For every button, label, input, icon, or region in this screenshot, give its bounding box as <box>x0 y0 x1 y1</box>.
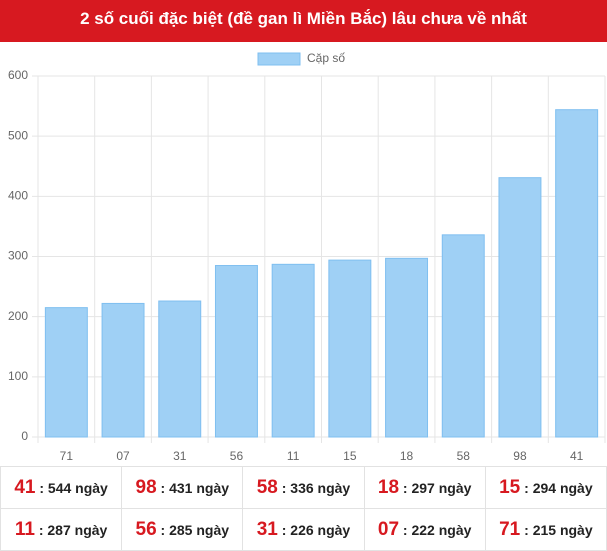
pair-code: 15 <box>499 476 521 498</box>
table-cell: 71 : 215 ngày <box>484 508 607 551</box>
table-cell: 15 : 294 ngày <box>484 466 607 509</box>
x-tick-label: 58 <box>457 449 471 463</box>
table-cell: 07 : 222 ngày <box>363 508 486 551</box>
x-tick-label: 07 <box>116 449 130 463</box>
days-text: : 287 ngày <box>38 521 108 538</box>
x-tick-label: 15 <box>343 449 357 463</box>
x-tick-label: 98 <box>513 449 527 463</box>
table-row: 41 : 544 ngày 98 : 431 ngày 58 : 336 ngày 1… <box>0 466 607 509</box>
bar <box>441 234 485 438</box>
pair-code: 41 <box>14 476 36 498</box>
header-title: 2 số cuối đặc biệt (đề gan lì Miền Bắc) … <box>0 0 607 42</box>
days-text: : 297 ngày <box>402 479 472 496</box>
table-cell: 58 : 336 ngày <box>242 466 365 509</box>
y-tick-label: 400 <box>8 189 28 203</box>
table-cell: 41 : 544 ngày <box>0 466 123 509</box>
y-tick-label: 500 <box>8 128 28 142</box>
table-cell: 11 : 287 ngày <box>0 508 123 551</box>
days-text: : 431 ngày <box>160 479 230 496</box>
days-text: : 285 ngày <box>160 521 230 538</box>
legend-label: Cặp số <box>307 51 345 65</box>
table-cell: 18 : 297 ngày <box>363 466 486 509</box>
y-tick-label: 300 <box>8 249 28 263</box>
y-tick-label: 600 <box>8 68 28 82</box>
x-tick-label: 56 <box>230 449 244 463</box>
pair-code: 58 <box>256 476 278 498</box>
x-tick-label: 41 <box>570 449 584 463</box>
bar <box>101 302 145 438</box>
bar <box>328 259 372 438</box>
bar <box>214 265 258 438</box>
bar <box>498 177 542 438</box>
days-text: : 226 ngày <box>281 521 351 538</box>
x-tick-label: 11 <box>287 449 300 463</box>
x-tick-label: 71 <box>60 449 74 463</box>
days-text: : 215 ngày <box>524 521 593 538</box>
bar <box>385 257 429 438</box>
bar <box>271 263 315 438</box>
y-tick-label: 200 <box>8 309 28 323</box>
y-tick-label: 0 <box>21 429 28 443</box>
days-text: : 294 ngày <box>524 479 593 496</box>
table-cell: 31 : 226 ngày <box>242 508 365 551</box>
pair-code: 11 <box>14 518 35 540</box>
days-text: : 336 ngày <box>281 479 351 496</box>
bar <box>44 307 88 438</box>
pair-code: 18 <box>377 476 400 498</box>
days-text: : 222 ngày <box>402 521 472 538</box>
pair-code: 56 <box>135 518 157 540</box>
table-cell: 98 : 431 ngày <box>121 466 244 509</box>
table-cell: 56 : 285 ngày <box>121 508 244 551</box>
bar <box>555 109 599 438</box>
pair-code: 98 <box>135 476 157 498</box>
days-text: : 544 ngày <box>39 479 108 496</box>
pair-code: 07 <box>377 518 400 540</box>
chart: 0 100 200 300 400 500 600 Cặp số 71 07 31 56 11 15 18 5… <box>8 51 606 463</box>
y-tick-label: 100 <box>8 369 28 383</box>
legend-swatch <box>257 52 301 66</box>
pair-code: 71 <box>499 518 521 540</box>
table-row: 11 : 287 ngày 56 : 285 ngày 31 : 226 ngày 0… <box>0 508 607 551</box>
pair-code: 31 <box>256 518 278 540</box>
summary-table: 41 : 544 ngày 98 : 431 ngày 58 : 336 ngày 1… <box>0 466 607 551</box>
x-tick-label: 31 <box>173 449 187 463</box>
bar <box>158 300 202 438</box>
x-tick-label: 18 <box>400 449 414 463</box>
